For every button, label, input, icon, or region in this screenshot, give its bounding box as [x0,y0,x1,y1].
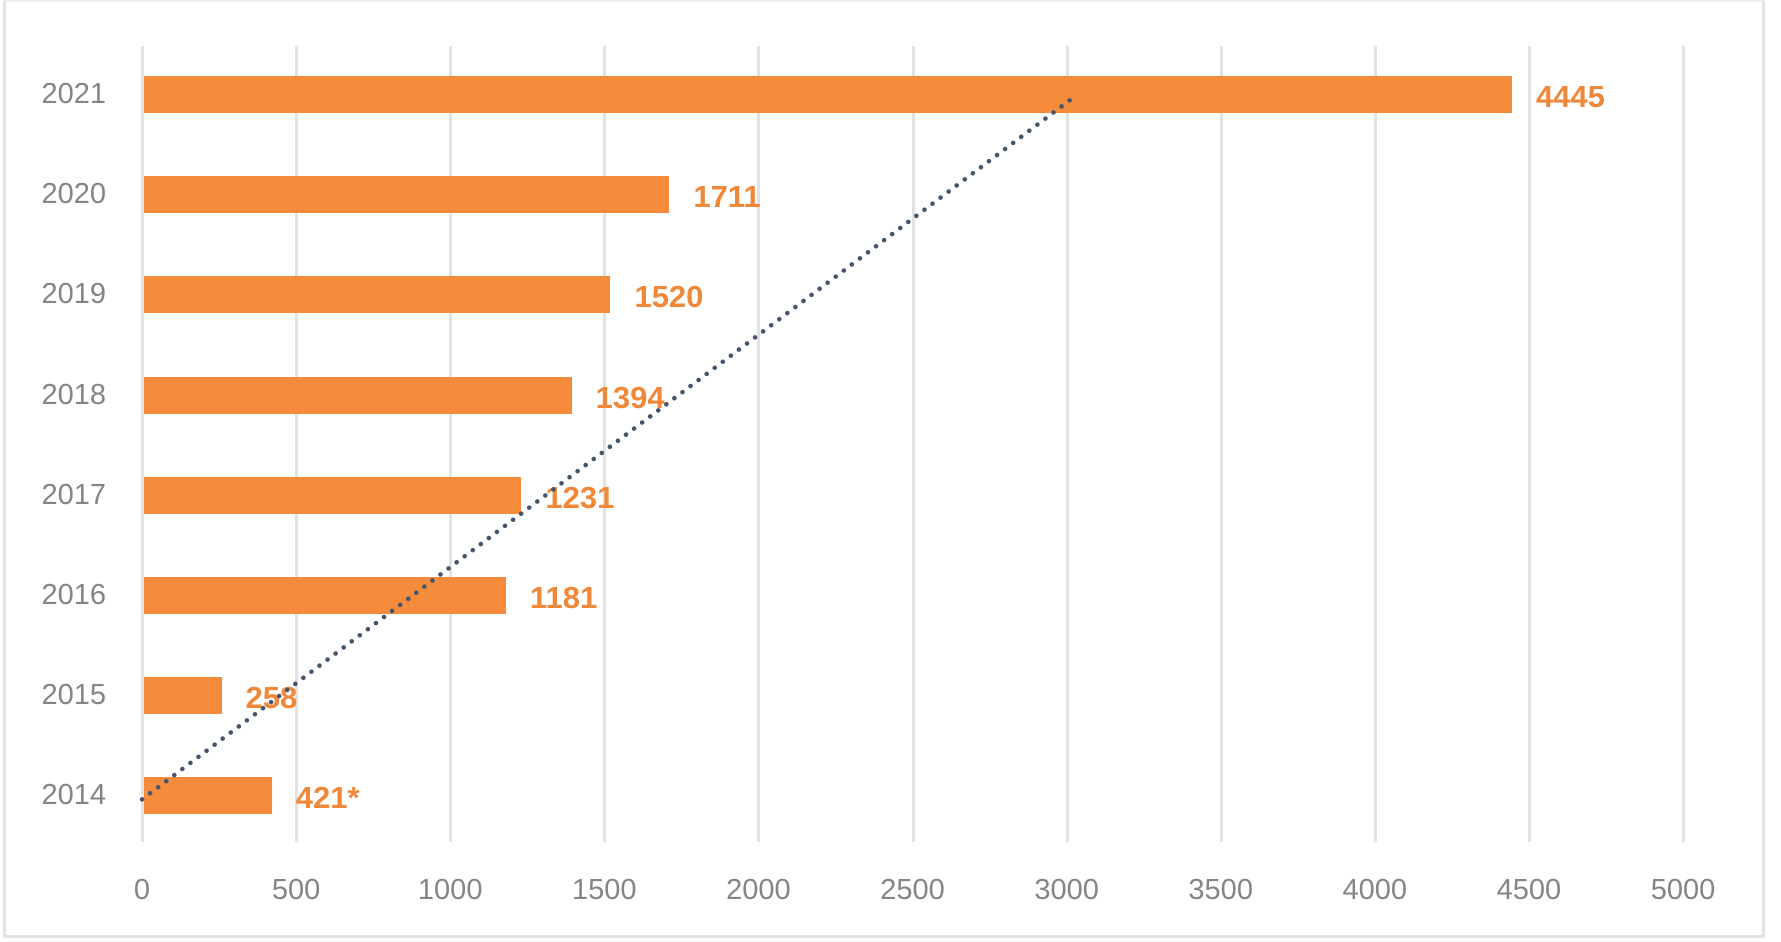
data-label: 1181 [529,580,598,615]
y-category-label: 2017 [41,478,106,511]
y-category-label: 2016 [41,579,106,611]
x-tick-label: 5000 [1650,874,1716,906]
bar [144,777,272,815]
bar [144,276,611,314]
data-label: 1231 [545,479,615,515]
gridline [757,46,761,842]
x-tick-label: 1000 [417,874,483,906]
gridline [295,46,299,842]
y-category-label: 2020 [41,178,106,211]
gridline [1682,46,1685,842]
y-category-label: 2019 [41,278,106,311]
gridline [1527,46,1531,842]
bar [144,577,506,614]
bar [144,476,522,514]
gridline [1219,46,1223,842]
bar [144,376,572,414]
bar [144,677,222,715]
gridline [603,46,607,842]
x-tick-label: 500 [271,874,321,906]
gridline [141,46,144,842]
y-category-label: 2014 [41,779,106,812]
x-tick-label: 1500 [572,874,637,906]
y-category-label: 2021 [41,78,106,110]
data-label: 1394 [595,379,665,415]
data-label: 1520 [634,279,704,315]
data-label: 4445 [1535,79,1605,114]
bar [144,176,670,214]
y-category-label: 2018 [41,378,106,411]
bar [144,76,1512,113]
gridline [911,46,915,842]
x-tick-label: 3000 [1034,874,1099,906]
x-tick-label: 0 [133,874,151,906]
x-tick-label: 2500 [880,874,945,906]
data-label: 421* [295,780,360,816]
x-tick-label: 3500 [1188,874,1253,906]
data-label: 1711 [693,179,761,215]
data-label: 258 [245,680,298,716]
x-tick-label: 4000 [1342,874,1408,906]
gridline [1373,46,1377,842]
x-tick-label: 4500 [1496,874,1562,906]
gridline [449,46,453,842]
gridline [1065,46,1069,842]
x-tick-label: 2000 [726,874,791,906]
y-category-label: 2015 [41,679,106,712]
